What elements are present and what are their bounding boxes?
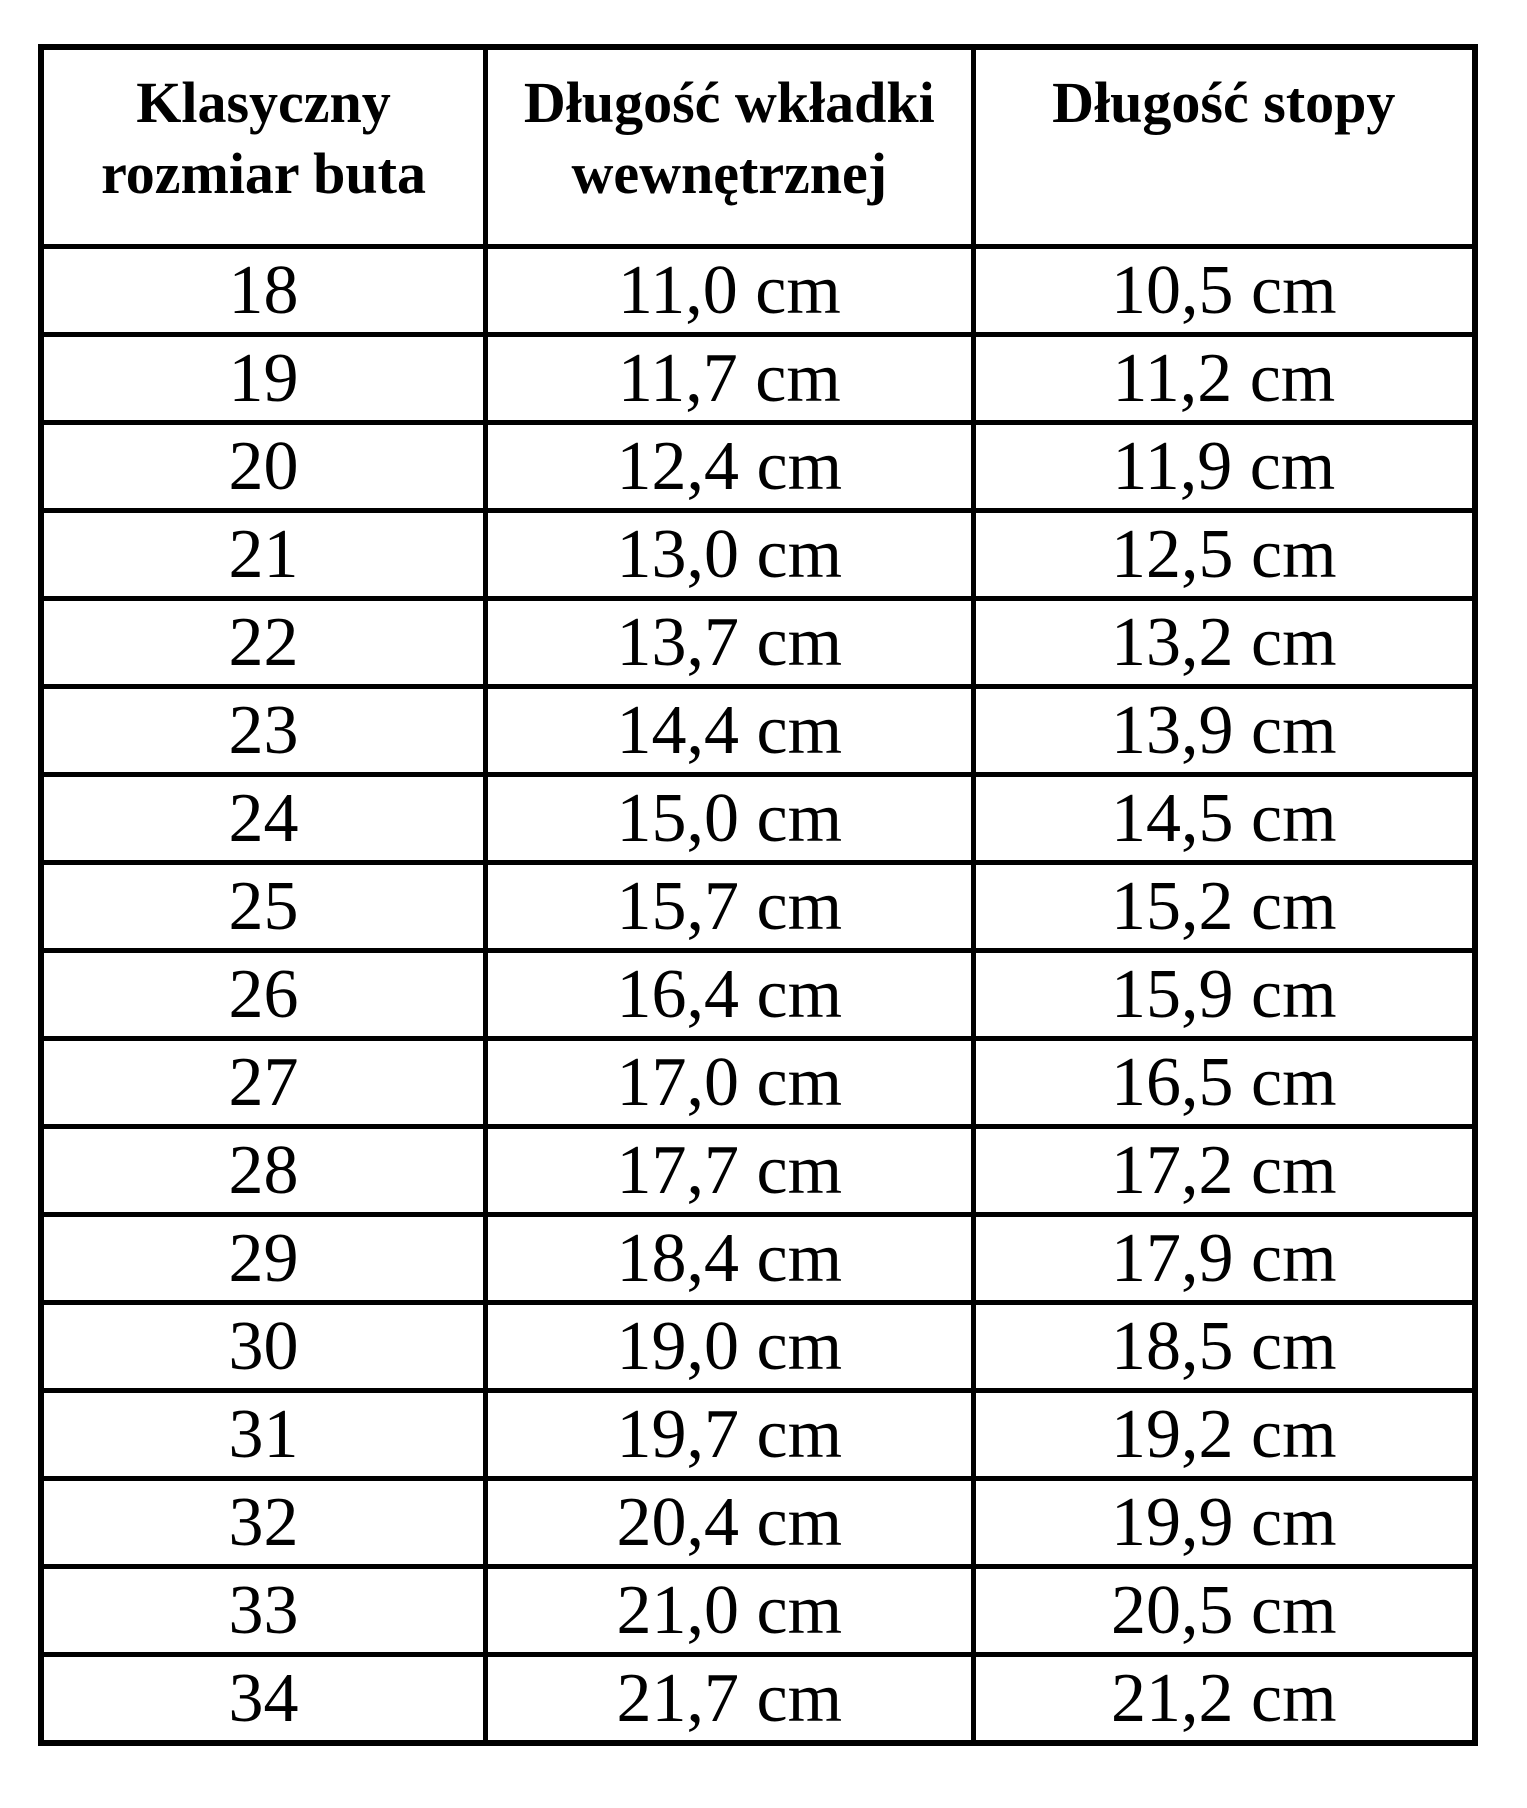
header-shoe-size-line1: Klasyczny — [136, 70, 391, 135]
header-shoe-size: Klasyczny rozmiar buta — [38, 44, 489, 249]
header-insole-length: Długość wkładki wewnętrznej — [483, 44, 976, 249]
cell-shoe-size: 19 — [38, 332, 489, 425]
table-row: 28 17,7 cm 17,2 cm — [38, 1124, 1478, 1217]
cell-shoe-size: 25 — [38, 860, 489, 953]
cell-foot-length: 10,5 cm — [970, 244, 1478, 337]
cell-shoe-size: 18 — [38, 244, 489, 337]
table-row: 32 20,4 cm 19,9 cm — [38, 1476, 1478, 1569]
cell-foot-length: 15,9 cm — [970, 948, 1478, 1041]
cell-insole-length: 12,4 cm — [483, 420, 976, 513]
shoe-size-table: Klasyczny rozmiar buta Długość wkładki w… — [38, 44, 1478, 1746]
cell-shoe-size: 26 — [38, 948, 489, 1041]
cell-foot-length: 17,2 cm — [970, 1124, 1478, 1217]
table-row: 20 12,4 cm 11,9 cm — [38, 420, 1478, 513]
cell-shoe-size: 20 — [38, 420, 489, 513]
header-row: Klasyczny rozmiar buta Długość wkładki w… — [38, 44, 1478, 249]
cell-shoe-size: 34 — [38, 1652, 489, 1746]
cell-insole-length: 20,4 cm — [483, 1476, 976, 1569]
table-row: 29 18,4 cm 17,9 cm — [38, 1212, 1478, 1305]
table-row: 21 13,0 cm 12,5 cm — [38, 508, 1478, 601]
cell-foot-length: 21,2 cm — [970, 1652, 1478, 1746]
table-row: 31 19,7 cm 19,2 cm — [38, 1388, 1478, 1481]
header-insole-length-line2: wewnętrznej — [571, 140, 888, 206]
table-row: 25 15,7 cm 15,2 cm — [38, 860, 1478, 953]
cell-insole-length: 21,0 cm — [483, 1564, 976, 1657]
cell-foot-length: 13,9 cm — [970, 684, 1478, 777]
cell-foot-length: 19,2 cm — [970, 1388, 1478, 1481]
cell-shoe-size: 33 — [38, 1564, 489, 1657]
table-row: 34 21,7 cm 21,2 cm — [38, 1652, 1478, 1746]
cell-shoe-size: 29 — [38, 1212, 489, 1305]
cell-shoe-size: 23 — [38, 684, 489, 777]
cell-shoe-size: 22 — [38, 596, 489, 689]
cell-shoe-size: 27 — [38, 1036, 489, 1129]
cell-foot-length: 11,9 cm — [970, 420, 1478, 513]
header-foot-length-line1: Długość stopy — [1052, 70, 1396, 135]
table-body: 18 11,0 cm 10,5 cm 19 11,7 cm 11,2 cm 20… — [38, 244, 1478, 1746]
cell-insole-length: 15,7 cm — [483, 860, 976, 953]
cell-foot-length: 20,5 cm — [970, 1564, 1478, 1657]
cell-foot-length: 14,5 cm — [970, 772, 1478, 865]
table-row: 19 11,7 cm 11,2 cm — [38, 332, 1478, 425]
cell-foot-length: 15,2 cm — [970, 860, 1478, 953]
cell-foot-length: 13,2 cm — [970, 596, 1478, 689]
cell-shoe-size: 32 — [38, 1476, 489, 1569]
cell-insole-length: 17,0 cm — [483, 1036, 976, 1129]
table-row: 27 17,0 cm 16,5 cm — [38, 1036, 1478, 1129]
cell-shoe-size: 24 — [38, 772, 489, 865]
cell-foot-length: 17,9 cm — [970, 1212, 1478, 1305]
table-row: 22 13,7 cm 13,2 cm — [38, 596, 1478, 689]
table-row: 18 11,0 cm 10,5 cm — [38, 244, 1478, 337]
cell-insole-length: 19,7 cm — [483, 1388, 976, 1481]
cell-insole-length: 14,4 cm — [483, 684, 976, 777]
cell-shoe-size: 30 — [38, 1300, 489, 1393]
header-shoe-size-line2: rozmiar buta — [101, 140, 426, 206]
cell-foot-length: 11,2 cm — [970, 332, 1478, 425]
cell-insole-length: 13,7 cm — [483, 596, 976, 689]
cell-foot-length: 12,5 cm — [970, 508, 1478, 601]
cell-insole-length: 16,4 cm — [483, 948, 976, 1041]
cell-shoe-size: 28 — [38, 1124, 489, 1217]
cell-foot-length: 16,5 cm — [970, 1036, 1478, 1129]
table-row: 26 16,4 cm 15,9 cm — [38, 948, 1478, 1041]
cell-insole-length: 11,7 cm — [483, 332, 976, 425]
table-row: 23 14,4 cm 13,9 cm — [38, 684, 1478, 777]
table-row: 33 21,0 cm 20,5 cm — [38, 1564, 1478, 1657]
header-insole-length-line1: Długość wkładki — [523, 70, 935, 135]
cell-shoe-size: 21 — [38, 508, 489, 601]
cell-insole-length: 15,0 cm — [483, 772, 976, 865]
table-header: Klasyczny rozmiar buta Długość wkładki w… — [38, 44, 1478, 249]
cell-insole-length: 11,0 cm — [483, 244, 976, 337]
cell-insole-length: 13,0 cm — [483, 508, 976, 601]
cell-insole-length: 19,0 cm — [483, 1300, 976, 1393]
cell-foot-length: 19,9 cm — [970, 1476, 1478, 1569]
cell-shoe-size: 31 — [38, 1388, 489, 1481]
header-foot-length: Długość stopy — [970, 44, 1478, 249]
cell-foot-length: 18,5 cm — [970, 1300, 1478, 1393]
table-row: 24 15,0 cm 14,5 cm — [38, 772, 1478, 865]
table-row: 30 19,0 cm 18,5 cm — [38, 1300, 1478, 1393]
cell-insole-length: 17,7 cm — [483, 1124, 976, 1217]
cell-insole-length: 18,4 cm — [483, 1212, 976, 1305]
cell-insole-length: 21,7 cm — [483, 1652, 976, 1746]
